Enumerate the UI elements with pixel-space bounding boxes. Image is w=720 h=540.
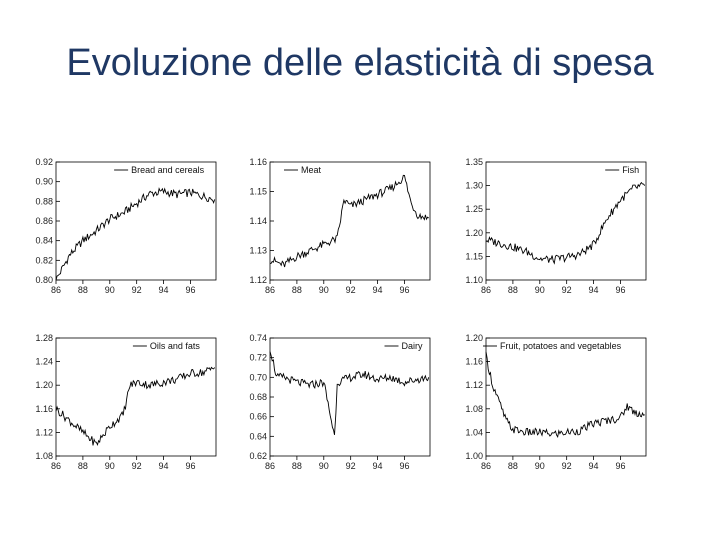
y-tick-label: 0.92 [35,157,53,167]
plot-frame [485,161,647,281]
legend-label: Fruit, potatoes and vegetables [500,341,622,351]
x-tick-label: 92 [346,461,356,471]
x-tick-label: 88 [78,285,88,295]
x-tick-label: 90 [105,461,115,471]
y-tick-label: 1.15 [249,187,267,197]
y-tick-label: 1.16 [465,357,483,367]
y-tick-label: 1.14 [249,216,267,226]
y-tick-label: 1.13 [249,246,267,256]
x-tick-label: 94 [589,461,599,471]
x-tick-label: 86 [481,285,491,295]
y-tick-label: 1.12 [249,275,267,285]
x-tick-label: 94 [159,461,169,471]
x-tick-label: 94 [589,285,599,295]
y-tick-label: 1.20 [465,333,483,343]
x-tick-label: 92 [562,285,572,295]
x-tick-label: 88 [292,461,302,471]
x-tick-label: 86 [481,461,491,471]
x-tick-label: 86 [51,461,61,471]
legend-label: Oils and fats [150,341,201,351]
y-tick-label: 1.25 [465,204,483,214]
y-tick-label: 1.16 [35,404,53,414]
legend-label: Bread and cereals [131,165,205,175]
chart-panel-6: 1.00 1.04 1.08 1.12 1.16 1.20 86 88 90 92 94 96 Frui… [465,333,647,471]
series-line [269,351,430,435]
chart-panel-1: 0.80 0.82 0.84 0.86 0.88 0.90 0.92 86 88 90 92 94 96… [35,157,217,295]
x-tick-label: 88 [508,461,518,471]
x-tick-label: 96 [399,461,409,471]
chart-panel-4: 1.08 1.12 1.16 1.20 1.24 1.28 86 88 90 92 94 96 Oils… [35,333,217,471]
y-tick-label: 1.00 [465,451,483,461]
y-tick-label: 0.84 [35,236,53,246]
series-line [55,187,216,281]
x-tick-label: 96 [399,285,409,295]
x-tick-label: 90 [105,285,115,295]
chart-panel-5: 0.62 0.64 0.66 0.68 0.70 0.72 0.74 86 88 90 92 94 96… [249,333,431,471]
x-tick-label: 90 [535,461,545,471]
x-tick-label: 94 [373,461,383,471]
y-tick-label: 1.20 [465,228,483,238]
plot-frame [269,337,431,457]
x-tick-label: 88 [292,285,302,295]
y-tick-label: 0.62 [249,451,267,461]
y-tick-label: 1.20 [35,380,53,390]
y-tick-label: 0.88 [35,196,53,206]
y-tick-label: 0.80 [35,275,53,285]
y-tick-label: 0.68 [249,392,267,402]
x-tick-label: 94 [159,285,169,295]
slide-title: Evoluzione delle elasticità di spesa [66,42,654,84]
y-tick-label: 1.08 [35,451,53,461]
plot-frame [55,337,217,457]
y-tick-label: 0.86 [35,216,53,226]
x-tick-label: 90 [535,285,545,295]
legend-label: Fish [622,165,639,175]
x-tick-label: 92 [132,285,142,295]
y-tick-label: 0.82 [35,255,53,265]
x-tick-label: 92 [562,461,572,471]
y-tick-label: 0.64 [249,431,267,441]
y-tick-label: 0.70 [249,372,267,382]
y-tick-label: 1.10 [465,275,483,285]
y-tick-label: 1.30 [465,181,483,191]
chart-panel-3: 1.10 1.15 1.20 1.25 1.30 1.35 86 88 90 92 94 96 Fish [465,157,647,295]
y-tick-label: 1.08 [465,404,483,414]
plot-frame [485,337,647,457]
x-tick-label: 88 [508,285,518,295]
x-tick-label: 86 [51,285,61,295]
y-tick-label: 1.28 [35,333,53,343]
x-tick-label: 90 [319,285,329,295]
legend-label: Dairy [402,341,424,351]
x-tick-label: 88 [78,461,88,471]
series-line [485,351,645,438]
x-tick-label: 96 [185,285,195,295]
y-tick-label: 1.35 [465,157,483,167]
y-tick-label: 1.12 [35,427,53,437]
y-tick-label: 0.66 [249,412,267,422]
y-tick-label: 1.12 [465,380,483,390]
x-tick-label: 96 [615,461,625,471]
x-tick-label: 94 [373,285,383,295]
plot-frame [55,161,217,281]
series-line [269,174,429,268]
x-tick-label: 86 [265,285,275,295]
y-tick-label: 0.90 [35,177,53,187]
x-tick-label: 92 [346,285,356,295]
y-tick-label: 1.24 [35,357,53,367]
y-tick-label: 0.72 [249,353,267,363]
y-tick-label: 0.74 [249,333,267,343]
x-tick-label: 92 [132,461,142,471]
y-tick-label: 1.16 [249,157,267,167]
chart-panel-2: 1.12 1.13 1.14 1.15 1.16 86 88 90 92 94 96 Meat [249,157,431,295]
series-line [485,181,646,265]
plot-frame [269,161,431,281]
x-tick-label: 96 [185,461,195,471]
series-line [55,366,216,446]
x-tick-label: 96 [615,285,625,295]
y-tick-label: 1.04 [465,427,483,437]
y-tick-label: 1.15 [465,251,483,261]
x-tick-label: 86 [265,461,275,471]
legend-label: Meat [301,165,322,175]
x-tick-label: 90 [319,461,329,471]
